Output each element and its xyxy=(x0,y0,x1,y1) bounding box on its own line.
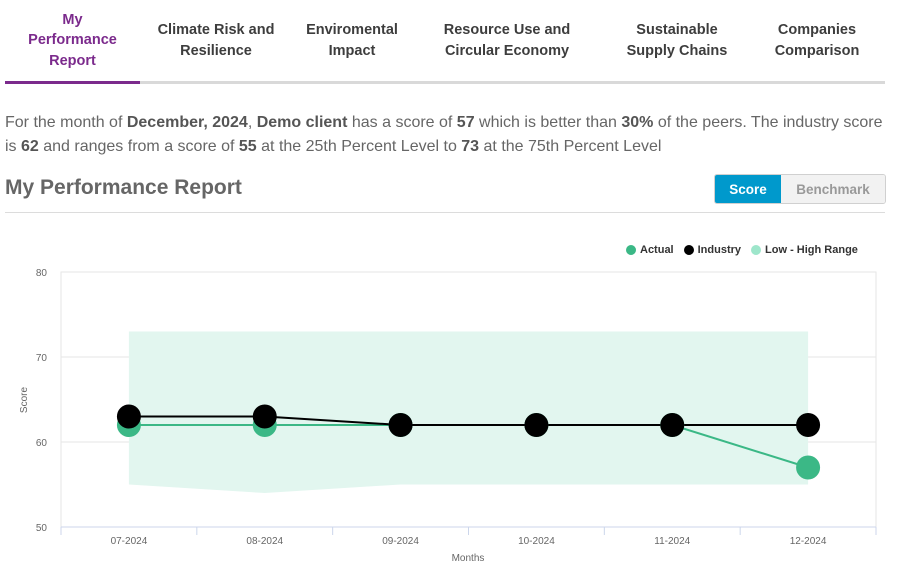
industry-point[interactable] xyxy=(796,413,821,437)
y-tick-label: 80 xyxy=(36,268,48,279)
score-summary: For the month of December, 2024, Demo cl… xyxy=(5,111,885,158)
summary-score: 57 xyxy=(456,114,475,131)
summary-industry-score: 62 xyxy=(21,137,39,155)
legend-label: Actual xyxy=(640,244,674,256)
tab-companies-comparison[interactable]: Companies Comparison xyxy=(752,0,882,81)
industry-dot-icon xyxy=(683,245,694,255)
tab-enviromental-impact[interactable]: Enviromental Impact xyxy=(292,0,412,81)
y-tick-label: 70 xyxy=(36,353,48,364)
x-tick-label: 11-2024 xyxy=(654,536,690,547)
score-benchmark-toggle: Score Benchmark xyxy=(714,174,886,204)
range-band xyxy=(128,331,809,493)
benchmark-button[interactable]: Benchmark xyxy=(781,175,885,203)
section-title: My Performance Report xyxy=(5,176,242,199)
chart-legend: Actual Industry Low - High Range xyxy=(626,244,858,256)
summary-text: For the month of xyxy=(5,114,127,131)
actual-dot-icon xyxy=(626,245,636,255)
x-tick-label: 10-2024 xyxy=(518,536,555,547)
summary-text: of the peers. The industry score is xyxy=(5,114,883,155)
actual-point[interactable] xyxy=(796,455,821,480)
tab-label: My Performance Report xyxy=(28,11,117,69)
tab-sustainable-supply-chains[interactable]: Sustainable Supply Chains xyxy=(602,0,752,81)
tab-resource-use-and-circular-economy[interactable]: Resource Use and Circular Economy xyxy=(412,0,602,81)
summary-low-score: 55 xyxy=(238,137,257,155)
summary-client: Demo client xyxy=(256,114,348,131)
tab-climate-risk-and-resilience[interactable]: Climate Risk and Resilience xyxy=(140,0,292,81)
summary-text: and ranges from a score of xyxy=(38,137,239,155)
industry-point[interactable] xyxy=(116,404,141,429)
y-axis-title: Score xyxy=(19,387,30,414)
legend-item-range[interactable]: Low - High Range xyxy=(751,244,858,256)
range-dot-icon xyxy=(751,245,762,255)
industry-point[interactable] xyxy=(660,413,685,437)
score-button[interactable]: Score xyxy=(715,175,781,203)
legend-label: Industry xyxy=(697,244,742,256)
tab-label: Sustainable Supply Chains xyxy=(626,22,728,59)
industry-line xyxy=(128,415,809,426)
y-tick-label: 50 xyxy=(36,523,48,534)
legend-label: Low - High Range xyxy=(765,244,858,256)
summary-text: which is better than xyxy=(474,114,622,131)
summary-text: at the 75th Percent Level xyxy=(479,137,662,155)
tab-my-performance-report[interactable]: My Performance Report xyxy=(5,0,140,84)
tab-label: Enviromental Impact xyxy=(306,22,398,59)
tab-bar: My Performance Report Climate Risk and Resil… xyxy=(5,0,885,84)
x-tick-label: 12-2024 xyxy=(790,536,827,547)
x-tick-label: 07-2024 xyxy=(111,536,148,547)
tab-label: Resource Use and Circular Economy xyxy=(443,22,571,59)
summary-text: at the 25th Percent Level to xyxy=(256,137,462,155)
legend-item-industry[interactable]: Industry xyxy=(683,244,742,256)
section-divider xyxy=(5,212,885,213)
tab-label: Companies Comparison xyxy=(774,22,860,59)
summary-high-score: 73 xyxy=(461,137,480,155)
industry-point[interactable] xyxy=(524,413,549,437)
summary-month: December, 2024 xyxy=(126,114,248,131)
x-tick-label: 09-2024 xyxy=(382,536,419,547)
summary-text: , xyxy=(247,114,257,131)
legend-item-actual[interactable]: Actual xyxy=(626,244,674,256)
industry-point[interactable] xyxy=(388,413,413,437)
y-tick-label: 60 xyxy=(36,438,48,449)
summary-text: has a score of xyxy=(347,114,457,131)
x-axis-title: Months xyxy=(452,553,485,564)
tab-label: Climate Risk and Resilience xyxy=(157,22,275,59)
industry-point[interactable] xyxy=(252,404,277,429)
summary-percent: 30% xyxy=(621,114,654,131)
x-tick-label: 08-2024 xyxy=(246,536,283,547)
